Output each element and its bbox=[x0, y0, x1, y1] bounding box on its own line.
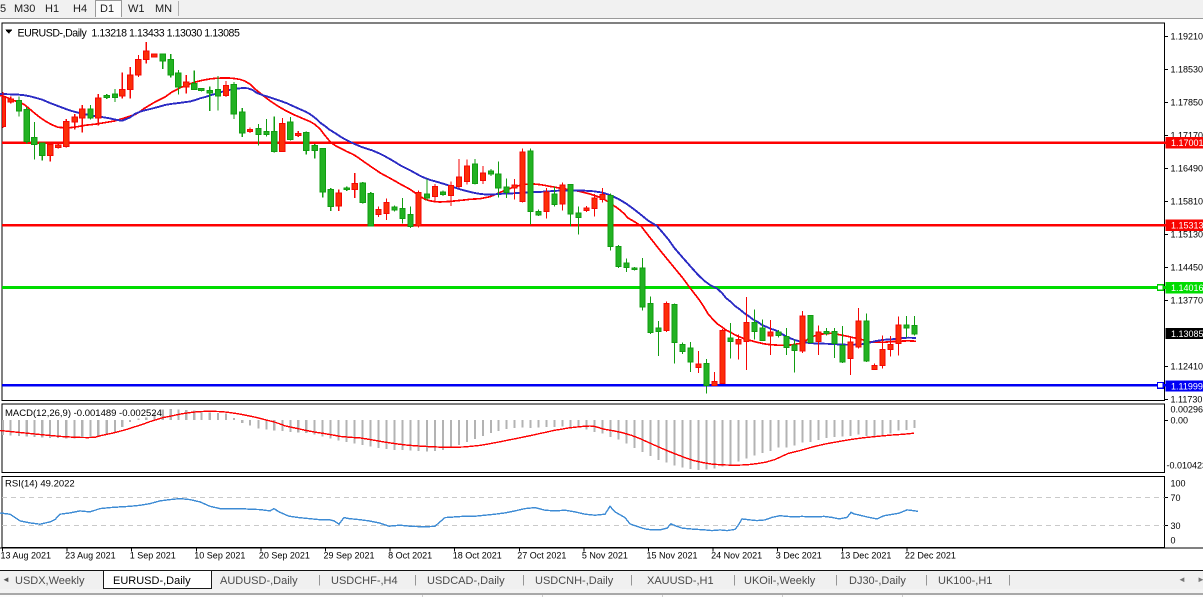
svg-text:1.14016: 1.14016 bbox=[1171, 283, 1203, 293]
svg-text:24 Nov 2021: 24 Nov 2021 bbox=[711, 551, 762, 561]
svg-text:22 Dec 2021: 22 Dec 2021 bbox=[905, 551, 956, 561]
svg-text:5 Nov 2021: 5 Nov 2021 bbox=[582, 551, 628, 561]
svg-text:-0.010423: -0.010423 bbox=[1167, 460, 1203, 470]
svg-text:0.00: 0.00 bbox=[1171, 415, 1189, 425]
svg-text:8 Oct 2021: 8 Oct 2021 bbox=[388, 551, 432, 561]
svg-text:13 Dec 2021: 13 Dec 2021 bbox=[840, 551, 891, 561]
svg-text:18 Oct 2021: 18 Oct 2021 bbox=[453, 551, 502, 561]
svg-text:10 Sep 2021: 10 Sep 2021 bbox=[194, 551, 245, 561]
svg-text:29 Sep 2021: 29 Sep 2021 bbox=[324, 551, 375, 561]
svg-text:1.15130: 1.15130 bbox=[1171, 230, 1203, 240]
svg-text:1.11999: 1.11999 bbox=[1171, 381, 1203, 391]
svg-text:1.17170: 1.17170 bbox=[1171, 131, 1203, 141]
svg-text:1.16490: 1.16490 bbox=[1171, 164, 1203, 174]
svg-text:23 Aug 2021: 23 Aug 2021 bbox=[65, 551, 116, 561]
svg-text:1.19210: 1.19210 bbox=[1171, 32, 1203, 42]
svg-text:1 Sep 2021: 1 Sep 2021 bbox=[130, 551, 176, 561]
svg-text:0: 0 bbox=[1171, 535, 1176, 545]
svg-text:3 Dec 2021: 3 Dec 2021 bbox=[776, 551, 822, 561]
svg-text:30: 30 bbox=[1171, 521, 1181, 531]
svg-text:1.17001: 1.17001 bbox=[1171, 138, 1203, 148]
svg-text:13 Aug 2021: 13 Aug 2021 bbox=[1, 551, 52, 561]
svg-text:1.11730: 1.11730 bbox=[1171, 395, 1203, 405]
svg-text:1.15810: 1.15810 bbox=[1171, 197, 1203, 207]
svg-text:RSI(14) 49.2022: RSI(14) 49.2022 bbox=[5, 478, 75, 489]
svg-text:MACD(12,26,9) -0.001489 -0.002: MACD(12,26,9) -0.001489 -0.002524 bbox=[5, 408, 162, 419]
svg-text:27 Oct 2021: 27 Oct 2021 bbox=[517, 551, 566, 561]
svg-text:100: 100 bbox=[1171, 478, 1186, 488]
svg-text:15 Nov 2021: 15 Nov 2021 bbox=[647, 551, 698, 561]
svg-text:1.17850: 1.17850 bbox=[1171, 98, 1203, 108]
svg-text:1.18530: 1.18530 bbox=[1171, 65, 1203, 75]
svg-text:1.14450: 1.14450 bbox=[1171, 263, 1203, 273]
svg-text:1.13770: 1.13770 bbox=[1171, 296, 1203, 306]
svg-text:20 Sep 2021: 20 Sep 2021 bbox=[259, 551, 310, 561]
svg-text:EURUSD-,Daily 1.13218 1.13433: EURUSD-,Daily 1.13218 1.13433 1.13030 1.… bbox=[18, 27, 241, 39]
svg-text:1.13085: 1.13085 bbox=[1171, 329, 1203, 339]
svg-text:0.002966: 0.002966 bbox=[1171, 405, 1203, 415]
svg-text:1.15313: 1.15313 bbox=[1171, 221, 1203, 231]
svg-text:1.12410: 1.12410 bbox=[1171, 362, 1203, 372]
svg-text:70: 70 bbox=[1171, 493, 1181, 503]
